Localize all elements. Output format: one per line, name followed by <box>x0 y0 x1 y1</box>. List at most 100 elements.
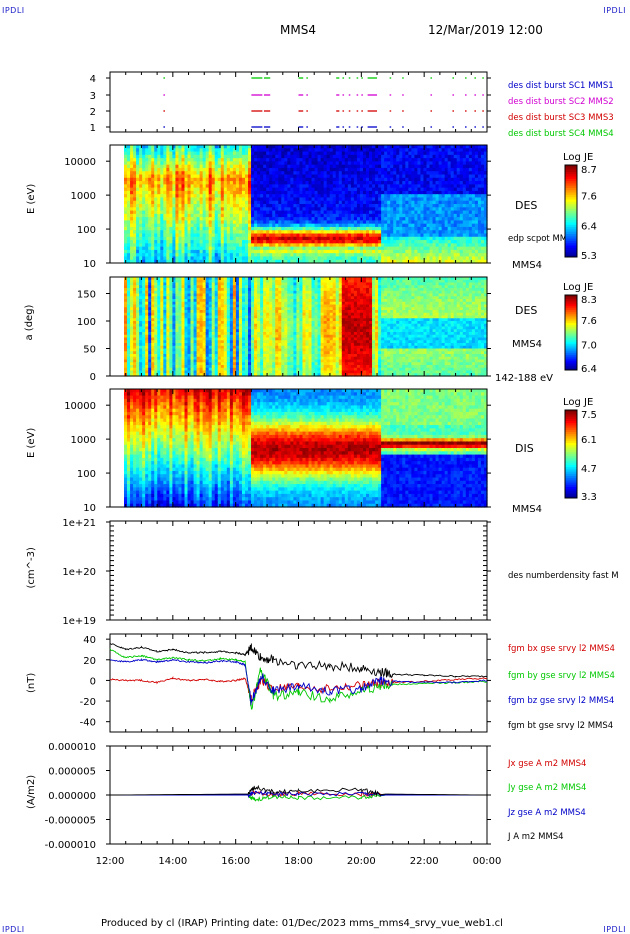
spectrogram-cell <box>248 204 252 208</box>
spectrogram-cell <box>241 207 246 212</box>
spectrogram-cell <box>214 230 219 235</box>
spectrogram-cell <box>332 213 337 218</box>
spectrogram-cell <box>160 145 164 149</box>
spectrogram-cell <box>356 204 361 208</box>
spectrogram-cell <box>187 220 192 225</box>
spectrogram-cell <box>350 220 355 225</box>
spectrogram-cell <box>136 253 140 258</box>
spectrogram-cell <box>166 181 170 185</box>
spectrogram-cell <box>205 174 210 179</box>
spectrogram-cell <box>148 259 152 264</box>
spectrogram-cell <box>254 190 258 195</box>
spectrogram-cell <box>266 158 270 162</box>
spectrogram-cell <box>356 181 361 185</box>
spectrogram-cell <box>293 230 298 235</box>
spectrogram-cell <box>305 151 310 156</box>
spectrogram-cell <box>326 240 331 244</box>
des-colorbar <box>564 164 578 258</box>
spectrogram-cell <box>199 210 204 215</box>
spectrogram-cell <box>208 164 213 169</box>
spectrogram-cell <box>220 154 225 159</box>
spectrogram-cell <box>217 177 222 182</box>
spectrogram-cell <box>347 154 352 159</box>
spectrogram-cell <box>290 167 294 172</box>
spectrogram-cell <box>154 167 158 172</box>
spectrogram-cell <box>181 184 186 189</box>
spectrogram-cell <box>317 207 322 212</box>
spectrogram-cell <box>130 151 134 156</box>
spectrogram-cell <box>124 246 128 251</box>
spectrogram-cell <box>311 145 316 149</box>
spectrogram-cell <box>353 204 358 208</box>
spectrogram-cell <box>133 226 137 231</box>
spectrogram-cell <box>166 236 170 241</box>
spectrogram-cell <box>160 181 164 185</box>
spectrogram-cell <box>338 194 343 199</box>
spectrogram-cell <box>272 253 276 258</box>
spectrogram-cell <box>293 233 298 238</box>
spectrogram-cell <box>338 151 343 156</box>
spectrogram-cell <box>308 230 313 235</box>
spectrogram-cell <box>223 213 228 218</box>
spectrogram-cell <box>362 210 367 215</box>
spectrogram-cell <box>275 226 279 231</box>
spectrogram-cell <box>202 151 207 156</box>
spectrogram-cell <box>193 204 198 208</box>
spectrogram-cell <box>193 253 198 258</box>
spectrogram-cell <box>278 148 282 153</box>
spectrogram-cell <box>190 174 195 179</box>
spectrogram-cell <box>317 253 322 258</box>
spectrogram-cell <box>241 217 246 221</box>
spectrogram-cell <box>241 164 246 169</box>
spectrogram-cell <box>133 210 137 215</box>
spectrogram-cell <box>254 187 258 192</box>
spectrogram-cell <box>211 161 216 166</box>
spectrogram-cell <box>248 213 252 218</box>
spectrogram-cell <box>378 181 382 185</box>
spectrogram-cell <box>217 184 222 189</box>
spectrogram-cell <box>193 246 198 251</box>
spectrogram-cell <box>238 253 243 258</box>
spectrogram-cell <box>166 161 170 166</box>
spectrogram-cell <box>151 171 155 176</box>
spectrogram-cell <box>202 210 207 215</box>
spectrogram-cell <box>372 184 376 189</box>
spectrogram-cell <box>263 223 267 228</box>
spectrogram-cell <box>305 230 310 235</box>
spectrogram-cell <box>332 259 337 264</box>
spectrogram-cell <box>353 154 358 159</box>
spectrogram-cell <box>169 148 173 153</box>
spectrogram-cell <box>308 158 313 162</box>
spectrogram-cell <box>260 197 264 202</box>
spectrogram-cell <box>187 249 192 254</box>
spectrogram-cell <box>223 223 228 228</box>
spectrogram-cell <box>335 217 340 221</box>
spectrogram-cell <box>296 230 301 235</box>
spectrogram-cell <box>223 200 228 205</box>
spectrogram-cell <box>375 243 379 248</box>
spectrogram-cell <box>287 233 291 238</box>
spectrogram-cell <box>341 190 346 195</box>
spectrogram-cell <box>184 154 189 159</box>
spectrogram-cell <box>193 181 198 185</box>
spectrogram-cell <box>341 230 346 235</box>
spectrogram-cell <box>238 236 243 241</box>
spectrogram-cell <box>323 233 328 238</box>
spectrogram-cell <box>163 220 167 225</box>
spectrogram-cell <box>290 164 294 169</box>
spectrogram-cell <box>311 243 316 248</box>
spectrogram-cell <box>178 207 183 212</box>
spectrogram-cell <box>359 204 364 208</box>
spectrogram-cell <box>232 233 237 238</box>
spectrogram-cell <box>142 243 146 248</box>
spectrogram-cell <box>362 145 367 149</box>
spectrogram-cell <box>362 207 367 212</box>
spectrogram-cell <box>241 151 246 156</box>
spectrogram-cell <box>335 230 340 235</box>
spectrogram-cell <box>296 161 301 166</box>
spectrogram-cell <box>347 174 352 179</box>
spectrogram-cell <box>284 220 288 225</box>
spectrogram-cell <box>181 223 186 228</box>
spectrogram-cell <box>187 177 192 182</box>
spectrogram-cell <box>187 197 192 202</box>
